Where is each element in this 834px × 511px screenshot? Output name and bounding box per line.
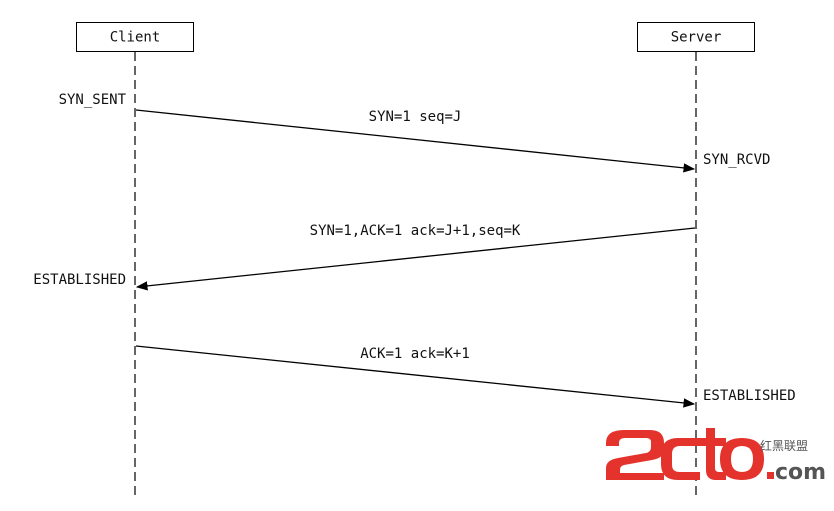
server-state-established: ESTABLISHED — [703, 388, 796, 404]
watermark-digit-2 — [606, 430, 664, 480]
watermark-letter-o — [720, 438, 764, 480]
ack-arrow — [135, 345, 696, 408]
syn-arrow — [135, 109, 696, 173]
server-state-syn-rcvd: SYN_RCVD — [703, 152, 770, 168]
client-participant: Client — [76, 22, 194, 52]
message-ack: ACK=1 ack=K+1 — [135, 345, 696, 408]
message-syn-ack: SYN=1,ACK=1 ack=J+1,seq=K — [135, 223, 696, 291]
ack-label: ACK=1 ack=K+1 — [360, 346, 470, 362]
syn-ack-label: SYN=1,ACK=1 ack=J+1,seq=K — [310, 223, 521, 239]
syn-ack-arrow — [135, 227, 696, 291]
server-label: Server — [671, 30, 722, 46]
watermark-dot — [767, 472, 774, 479]
svg-text:com: com — [775, 460, 826, 485]
server-participant: Server — [637, 22, 755, 52]
client-state-syn-sent: SYN_SENT — [59, 92, 127, 108]
watermark-logo: com 红黑联盟 — [606, 428, 826, 485]
client-state-established: ESTABLISHED — [33, 272, 126, 288]
client-label: Client — [110, 30, 161, 46]
watermark-letter-t — [700, 428, 726, 480]
message-syn: SYN=1 seq=J — [135, 109, 696, 173]
svg-text:红黑联盟: 红黑联盟 — [760, 438, 808, 453]
syn-label: SYN=1 seq=J — [369, 109, 462, 125]
watermark-letter-c — [661, 438, 700, 480]
